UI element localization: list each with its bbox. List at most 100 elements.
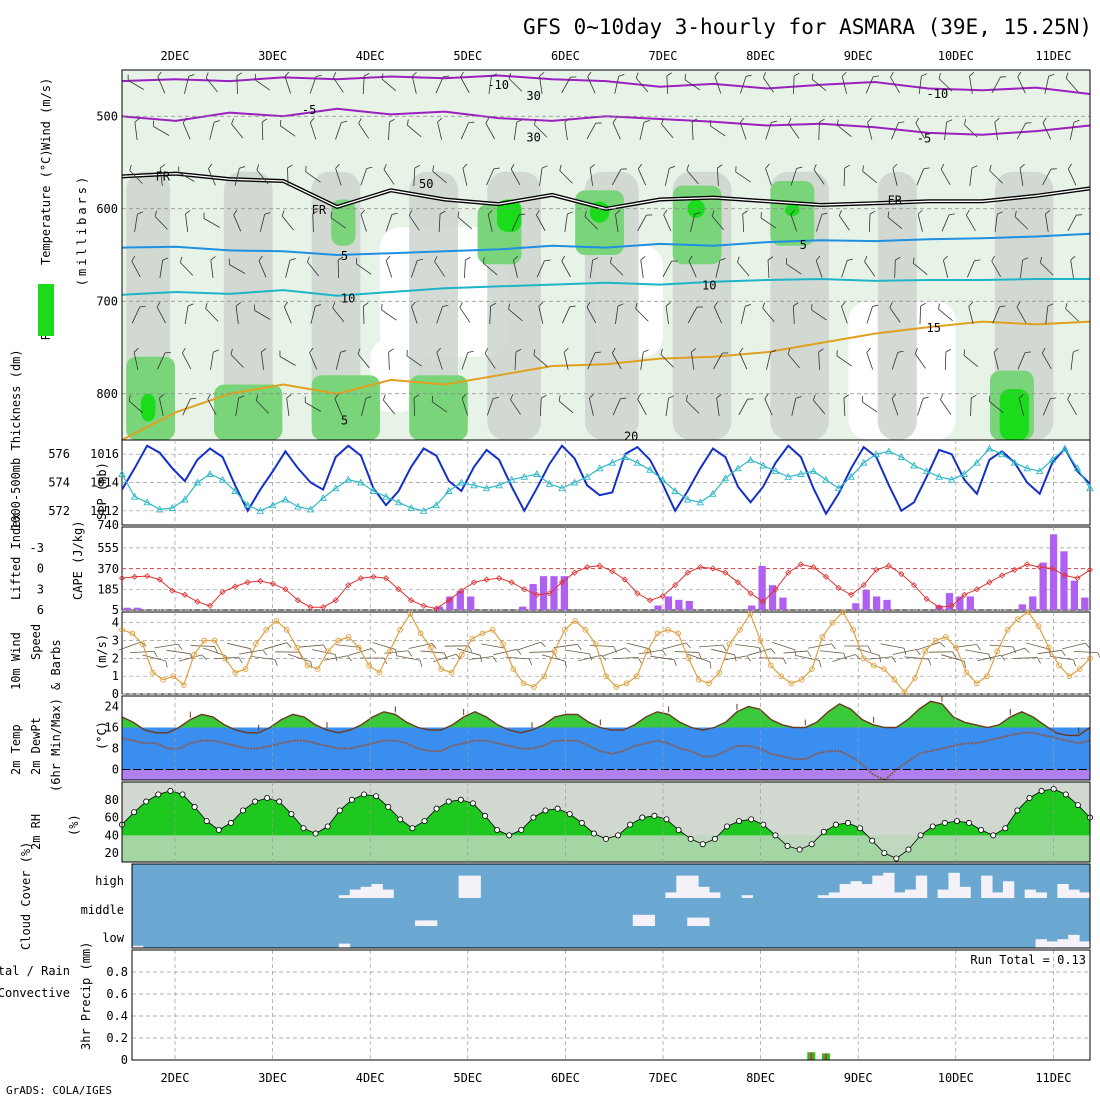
lifted-index-point	[521, 586, 528, 593]
rh2-point	[760, 821, 767, 828]
lifted-index-point	[596, 562, 603, 569]
barb-staff	[767, 259, 770, 279]
thickness-point	[658, 475, 667, 483]
barb-flag	[818, 348, 824, 353]
temp-panel-frame	[121, 695, 1091, 781]
lifted-index-point	[483, 576, 490, 583]
wind-barb	[562, 305, 576, 324]
wind-speed-point	[932, 637, 939, 644]
cape-bar	[123, 607, 131, 610]
cloud-cell-low	[1046, 941, 1058, 948]
barb-staff	[1040, 262, 1054, 276]
wind-barb	[865, 75, 880, 94]
barb-flag	[831, 643, 836, 650]
barb-flag	[974, 259, 981, 262]
barb-staff	[742, 213, 745, 233]
lifted-index-point	[269, 580, 276, 587]
lifted-index-point	[558, 579, 566, 586]
wind-barb	[862, 165, 877, 183]
rh2-point	[409, 825, 416, 832]
barb-flag	[233, 209, 238, 215]
barb-flag	[969, 72, 975, 77]
barb-flag	[1045, 210, 1051, 215]
barb-flag	[432, 165, 435, 172]
wind-speed-point	[912, 675, 918, 681]
barb-staff	[207, 398, 217, 416]
barb-staff	[533, 354, 548, 368]
barb-flag	[567, 211, 573, 215]
x-tick-label-bottom: 7DEC	[649, 1071, 678, 1085]
wind-barb	[486, 396, 499, 416]
wind-barb	[735, 166, 751, 183]
contour-label: -5	[302, 103, 316, 117]
rh2-point	[203, 818, 210, 825]
thickness-point	[193, 478, 202, 486]
wind-barb	[637, 214, 653, 232]
wind-barb	[362, 302, 369, 325]
wind-speed-point	[294, 644, 300, 651]
wind-speed-point	[417, 630, 424, 637]
barb-staff	[287, 653, 311, 663]
barb-staff	[558, 400, 574, 414]
barb-flag	[861, 396, 863, 402]
wind-speed-point	[1066, 673, 1073, 680]
barb-flag	[988, 395, 991, 402]
contour-label: 30	[526, 89, 540, 103]
cloud-cell-high	[981, 875, 993, 898]
barb-staff	[862, 171, 877, 183]
barb-staff	[917, 214, 923, 232]
barb-flag	[867, 645, 872, 653]
lifted-index-point	[973, 586, 980, 593]
barb-staff	[553, 643, 578, 649]
barb-flag	[711, 210, 715, 217]
barb-flag	[637, 393, 641, 400]
wind-speed-point	[510, 666, 517, 672]
wind-barb	[639, 120, 650, 140]
wind-barb	[864, 256, 876, 277]
barb-flag	[228, 258, 230, 265]
barb-flag	[661, 649, 667, 656]
barb-flag	[419, 660, 423, 667]
barb-flag	[385, 255, 391, 261]
lifted-index-point	[747, 590, 754, 597]
barb-flag	[815, 255, 821, 261]
barb-flag	[638, 163, 643, 170]
barb-flag	[236, 72, 242, 77]
wind-barb	[310, 304, 321, 324]
wind-barb	[184, 303, 194, 324]
barb-staff	[890, 77, 900, 93]
wind-speed-point	[191, 651, 197, 658]
barb-flag	[837, 119, 839, 126]
wind-barb	[1017, 71, 1026, 94]
wind-barb	[612, 117, 621, 140]
barb-flag	[939, 642, 946, 648]
rh-band	[223, 171, 273, 440]
rh2-point	[941, 819, 948, 826]
barb-flag	[371, 648, 377, 654]
thickness-point	[608, 458, 617, 466]
wind-barb	[867, 117, 873, 140]
wind-barb	[484, 348, 496, 369]
wind-barb	[561, 255, 571, 278]
wind-barb	[510, 163, 521, 186]
wind-barb	[127, 74, 144, 90]
barb-flag	[210, 256, 216, 261]
barb-staff	[841, 260, 848, 278]
barb-flag	[310, 117, 315, 123]
wind-barb	[635, 72, 649, 93]
barb-staff	[234, 168, 240, 186]
cape-bar	[550, 576, 558, 610]
barb-flag	[866, 347, 871, 353]
lifted-index-point	[684, 569, 691, 576]
wind-barb	[182, 347, 192, 370]
contour-label: -5	[917, 132, 931, 146]
cloud-cell-low	[1035, 939, 1047, 948]
thickness-point	[231, 487, 239, 494]
barb-flag	[366, 166, 373, 169]
thickness-point	[759, 461, 767, 469]
wind-barb	[762, 72, 774, 93]
wind-barb	[408, 210, 420, 231]
barb-flag	[413, 394, 420, 399]
wind-barb-10m	[457, 648, 482, 662]
barb-flag	[513, 255, 518, 261]
